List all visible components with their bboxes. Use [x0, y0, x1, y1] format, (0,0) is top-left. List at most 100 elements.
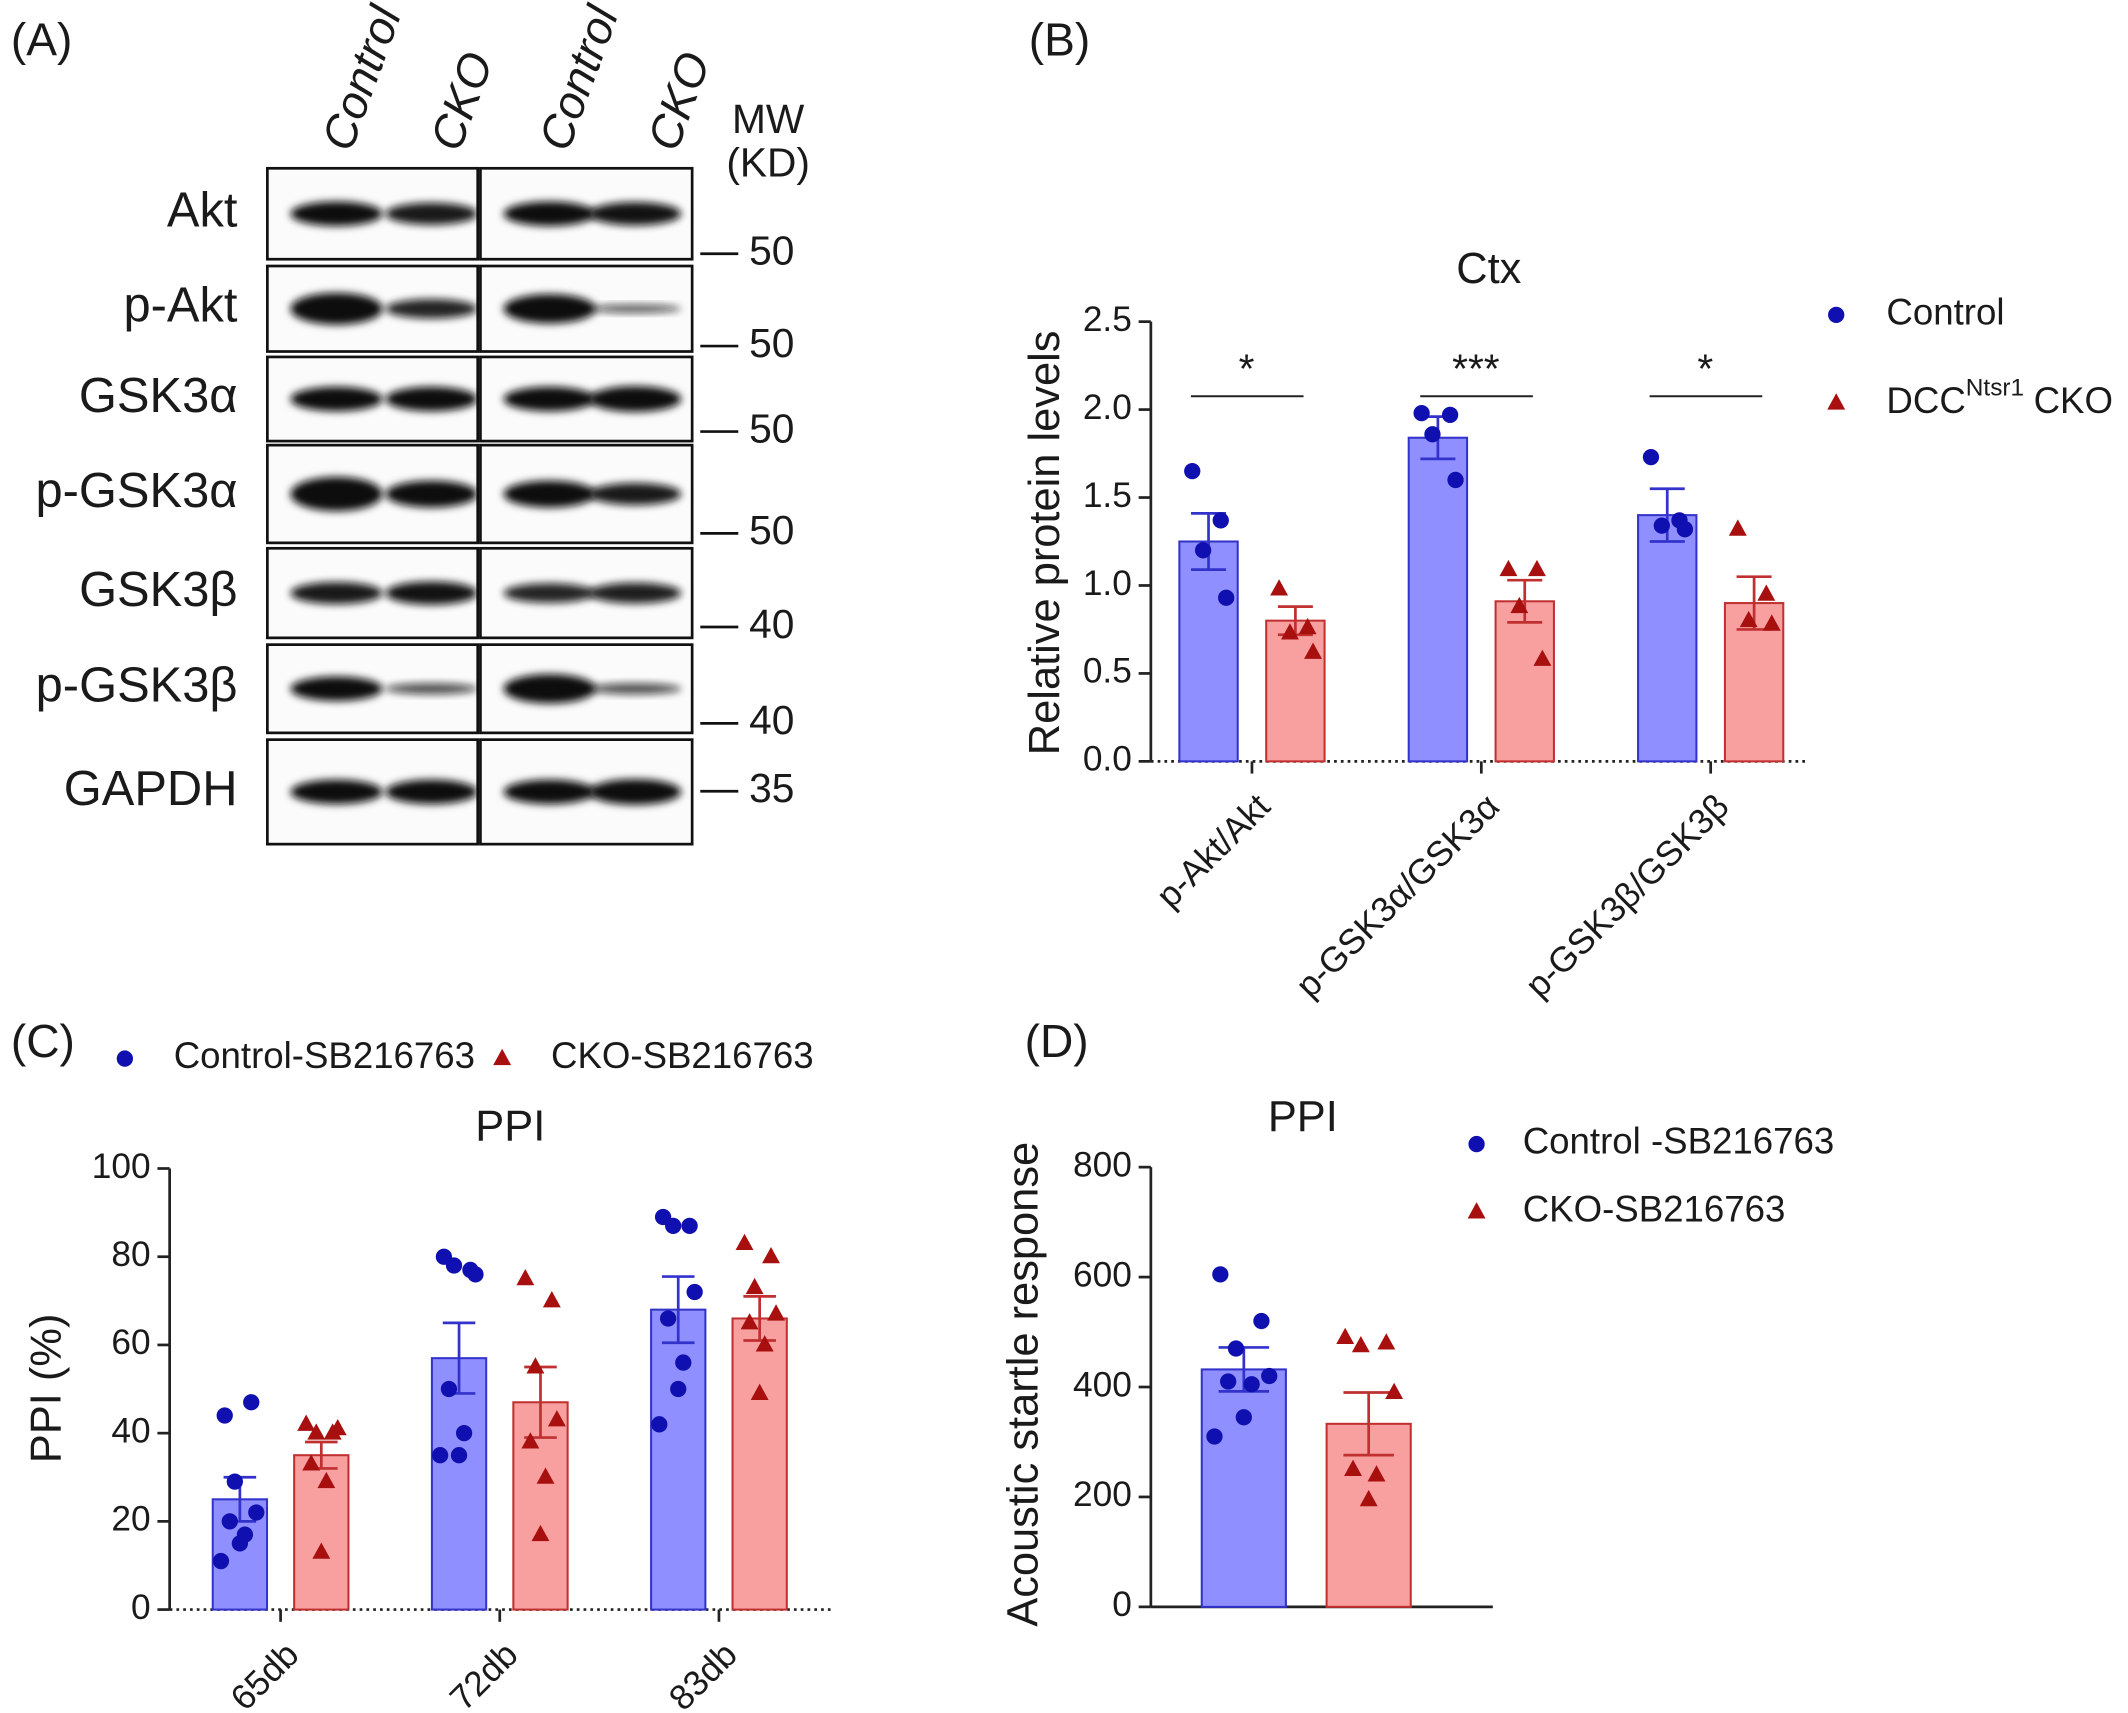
y-tick-label: 2.5 [1083, 300, 1132, 339]
legend-marker [1827, 393, 1846, 410]
data-point [1206, 1428, 1223, 1445]
mw-label: 50 [749, 507, 794, 553]
y-tick-label: 1.5 [1083, 476, 1132, 515]
chart-title: PPI [475, 1103, 545, 1151]
panel-label: (D) [1025, 1015, 1089, 1067]
data-point [1261, 1367, 1278, 1385]
data-point [1212, 512, 1229, 529]
bar [1637, 514, 1698, 763]
band [385, 581, 478, 605]
band [589, 582, 682, 604]
data-point [1447, 471, 1464, 489]
data-point [670, 1380, 687, 1398]
y-tick-label: 200 [1073, 1475, 1132, 1514]
data-point [531, 1524, 550, 1542]
data-point [1676, 521, 1694, 538]
bar [1325, 1422, 1412, 1608]
lane-label: Control [311, 0, 411, 157]
data-point [1424, 426, 1441, 443]
legend-label-part: DCC [1886, 380, 1965, 421]
mw-label: 50 [749, 405, 794, 451]
x-tick-label: 72db [443, 1635, 526, 1713]
data-point [317, 1471, 336, 1489]
data-point [750, 1383, 769, 1400]
bar [731, 1317, 788, 1611]
y-tick-label: 600 [1073, 1255, 1132, 1294]
data-point [1218, 589, 1235, 606]
x-tick-label: 65db [223, 1635, 306, 1713]
band [290, 582, 383, 605]
legend-label-sup: Ntsr1 [1966, 375, 2024, 402]
legend-label-part: CKO [2034, 380, 2113, 421]
band [503, 674, 596, 704]
data-point [328, 1418, 347, 1436]
data-point [431, 1447, 449, 1464]
data-point [1212, 1266, 1229, 1283]
bar [430, 1357, 488, 1611]
row-label: p-GSK3β [36, 659, 238, 713]
data-point [1653, 517, 1670, 534]
y-tick-label: 100 [92, 1147, 151, 1186]
bar [1200, 1368, 1287, 1608]
data-point [1642, 448, 1660, 466]
row-label: p-GSK3α [36, 464, 238, 518]
x-tick-label: p-Akt/Akt [1149, 787, 1278, 916]
data-point [1344, 1459, 1362, 1476]
data-point [1243, 1376, 1260, 1393]
panel-label: (A) [11, 14, 72, 66]
band [589, 683, 682, 695]
y-tick-label: 20 [111, 1500, 150, 1539]
legend-marker [1468, 1135, 1485, 1153]
y-tick-label: 2.0 [1083, 388, 1132, 427]
data-point [226, 1473, 243, 1490]
data-point [516, 1269, 535, 1286]
data-point [467, 1266, 484, 1283]
row-label: GSK3β [79, 563, 237, 617]
data-point [745, 1277, 764, 1295]
data-point [1359, 1489, 1378, 1507]
chart-title: PPI [1268, 1093, 1338, 1141]
y-tick-label: 40 [111, 1411, 150, 1450]
y-axis-label: Relative protein levels [1021, 331, 1069, 756]
band [589, 483, 682, 506]
error-bar [661, 1275, 695, 1345]
data-point [740, 1313, 759, 1330]
y-axis-label: Acoustic startle response [999, 1142, 1047, 1627]
data-point [547, 1410, 566, 1427]
mw-header: (KD) [726, 139, 810, 185]
x-tick-label: p-GSK3α/GSK3α [1289, 787, 1508, 1006]
y-tick-label: 0 [1112, 1585, 1132, 1624]
data-point [1413, 404, 1430, 422]
band [503, 779, 596, 805]
data-point [521, 1432, 540, 1449]
data-point [248, 1504, 265, 1521]
data-point [231, 1535, 249, 1552]
data-point [767, 1304, 786, 1321]
band [385, 202, 478, 225]
band [503, 386, 596, 412]
data-point [1298, 617, 1317, 635]
data-point [243, 1394, 260, 1411]
band [385, 683, 478, 695]
data-point [1533, 649, 1552, 666]
data-point [1377, 1333, 1396, 1350]
legend-label: Control [1886, 292, 2004, 333]
bar [1407, 436, 1469, 763]
data-point [307, 1423, 326, 1440]
data-point [659, 1310, 677, 1327]
y-axis-label: PPI (%) [22, 1314, 70, 1464]
data-point [1336, 1327, 1355, 1345]
panel-label: (C) [11, 1015, 75, 1067]
chart-title: Ctx [1456, 245, 1521, 293]
mw-label: 50 [749, 228, 794, 274]
band [385, 386, 478, 412]
legend-marker [116, 1050, 133, 1067]
data-point [216, 1407, 233, 1424]
band [290, 476, 383, 512]
panel-label: (B) [1029, 14, 1091, 66]
mw-label: 40 [749, 697, 794, 743]
data-point [1728, 519, 1747, 536]
data-point [1367, 1465, 1386, 1482]
y-tick-label: 1.0 [1083, 564, 1132, 603]
